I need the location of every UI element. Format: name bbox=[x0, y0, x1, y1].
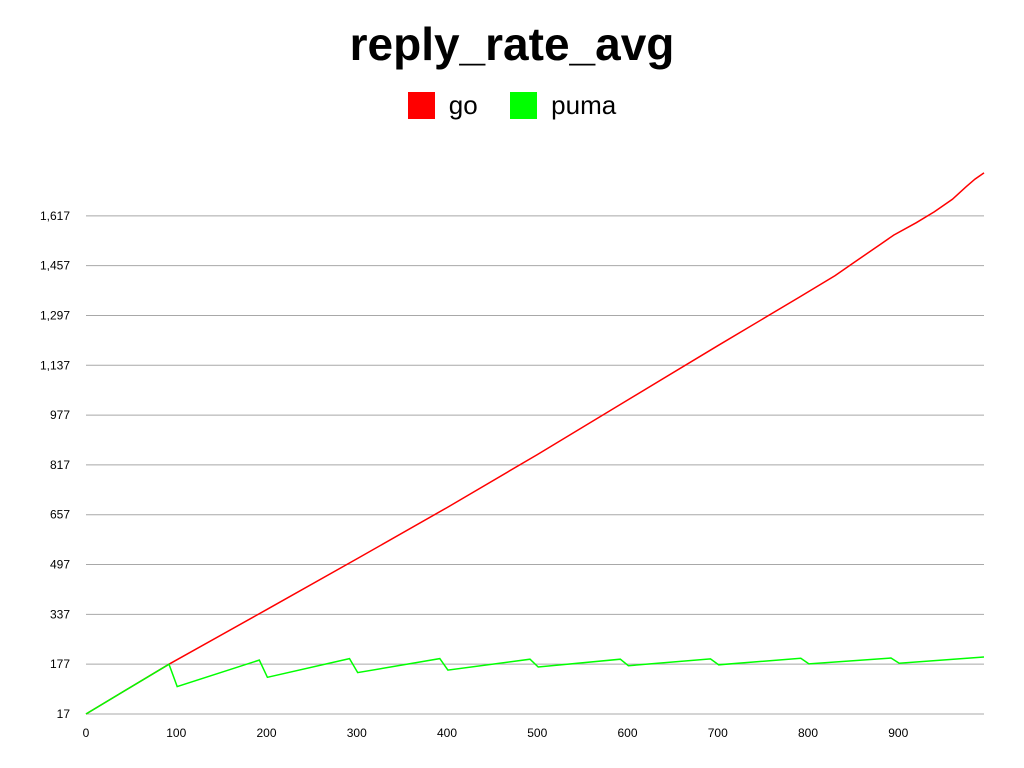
y-tick-label: 817 bbox=[50, 458, 70, 472]
x-tick-label: 400 bbox=[437, 726, 457, 740]
x-tick-label: 600 bbox=[617, 726, 637, 740]
series-lines bbox=[85, 172, 985, 715]
x-tick-label: 300 bbox=[347, 726, 367, 740]
legend-label-go: go bbox=[448, 90, 478, 120]
y-tick-label: 497 bbox=[50, 558, 70, 572]
legend-label-puma: puma bbox=[551, 90, 617, 120]
y-axis-ticks: 17 177 337 497 657 817 977 1,137 1,297 1,457 1,617 bbox=[40, 209, 70, 721]
y-tick-label: 1,617 bbox=[40, 209, 70, 223]
y-tick-label: 977 bbox=[50, 408, 70, 422]
legend-item-puma: puma bbox=[510, 90, 616, 121]
x-tick-label: 700 bbox=[708, 726, 728, 740]
x-tick-label: 0 bbox=[83, 726, 90, 740]
y-tick-label: 1,297 bbox=[40, 308, 70, 322]
chart-title: reply_rate_avg bbox=[349, 18, 675, 70]
series-line-go bbox=[85, 172, 985, 715]
legend-item-go: go bbox=[407, 90, 478, 121]
legend-swatch-puma bbox=[510, 92, 538, 119]
y-tick-label: 177 bbox=[50, 657, 70, 671]
x-tick-label: 900 bbox=[888, 726, 908, 740]
grid-lines bbox=[86, 215, 984, 715]
x-tick-label: 200 bbox=[256, 726, 276, 740]
x-tick-label: 800 bbox=[798, 726, 818, 740]
x-tick-label: 500 bbox=[527, 726, 547, 740]
series-line-puma bbox=[85, 656, 985, 715]
y-tick-label: 337 bbox=[50, 607, 70, 621]
y-tick-label: 17 bbox=[57, 707, 71, 721]
x-axis-ticks: 0 100 200 300 400 500 600 700 800 900 bbox=[83, 726, 909, 740]
x-tick-label: 100 bbox=[166, 726, 186, 740]
legend: go puma bbox=[0, 90, 1024, 124]
y-tick-label: 1,137 bbox=[40, 358, 70, 372]
y-tick-label: 1,457 bbox=[40, 259, 70, 273]
y-tick-label: 657 bbox=[50, 508, 70, 522]
legend-swatch-go bbox=[407, 92, 435, 119]
